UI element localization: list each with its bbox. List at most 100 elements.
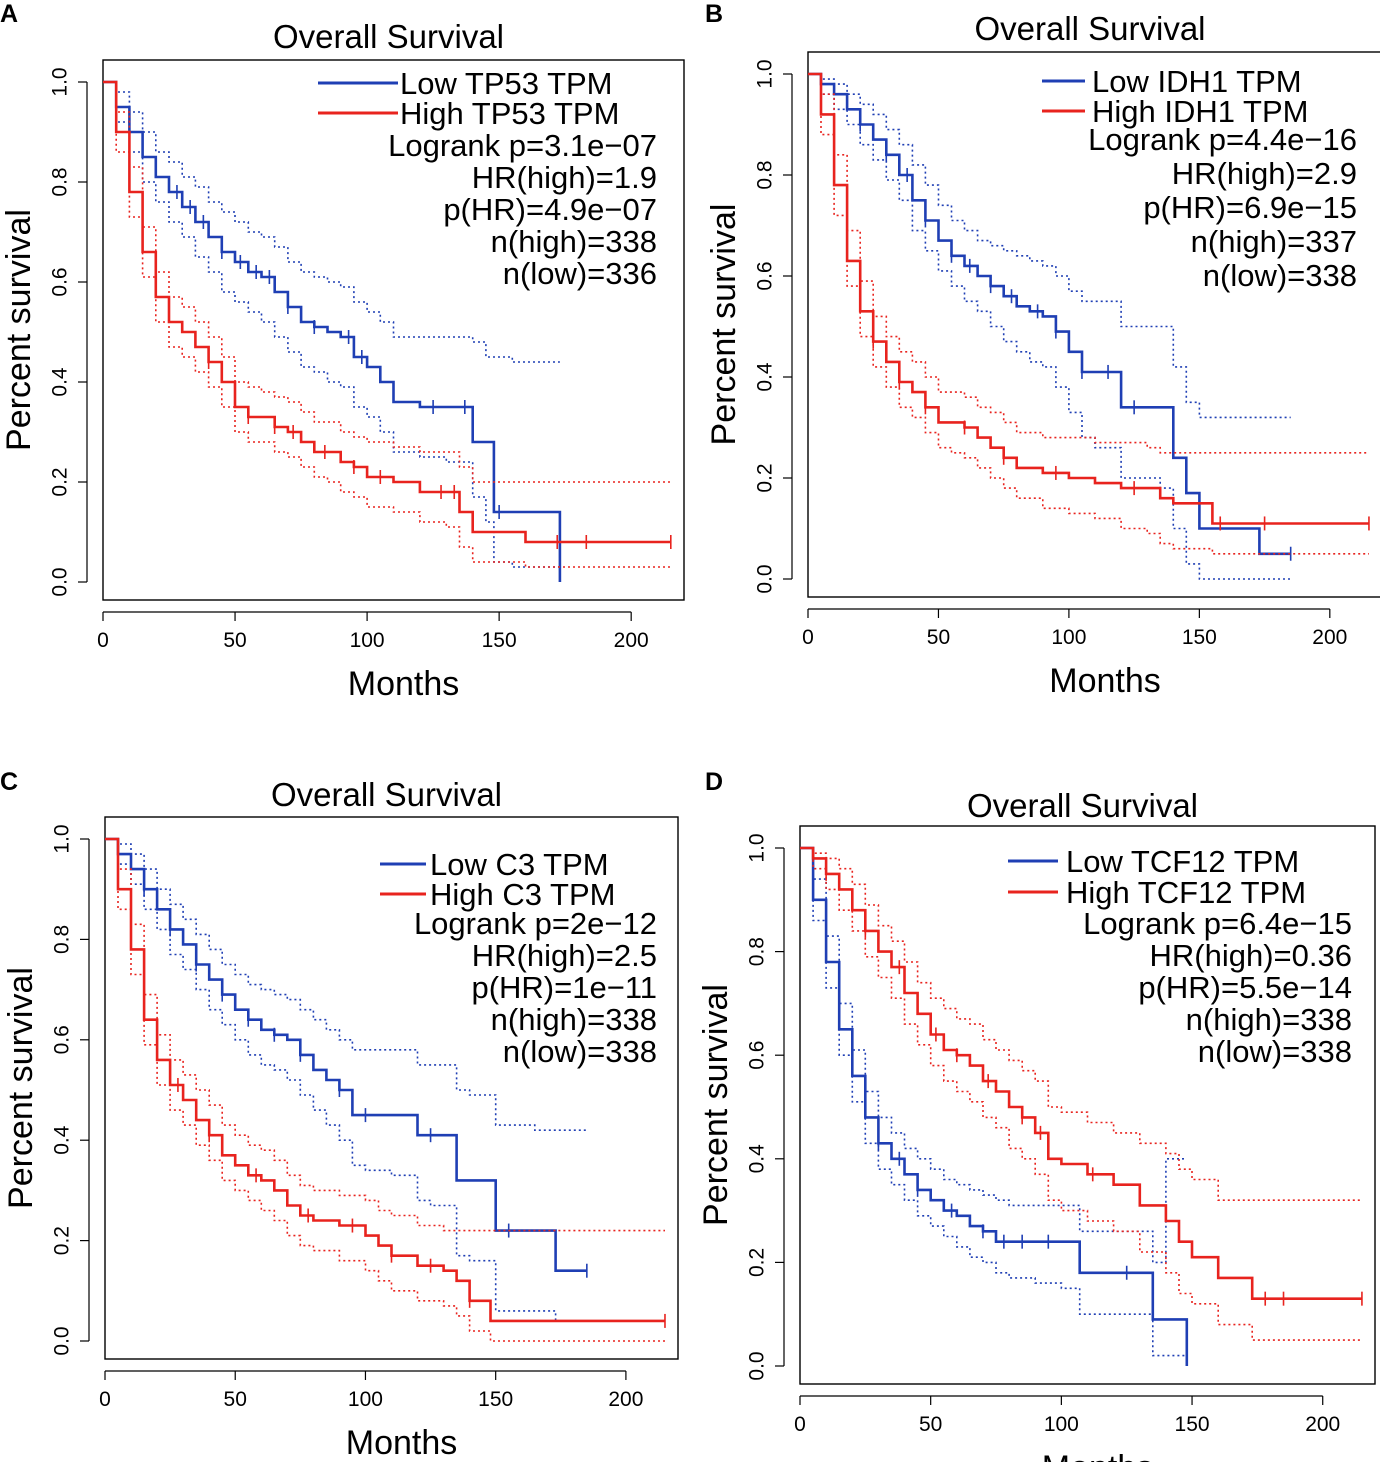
plot-frame	[799, 825, 1376, 1385]
stat-line: HR(high)=2.5	[472, 938, 657, 973]
y-axis-title: Percent survival	[705, 204, 743, 446]
series-low	[800, 846, 1189, 1366]
chart-title: Overall Survival	[273, 18, 504, 55]
x-tick-label: 50	[224, 1388, 247, 1411]
stats-annotation: Logrank p=6.4e−15HR(high)=0.36p(HR)=5.5e…	[1083, 906, 1352, 1069]
y-tick-label: 0.2	[51, 1226, 74, 1255]
stat-line: Logrank p=2e−12	[414, 906, 657, 941]
survival-curve	[808, 72, 1369, 525]
legend-label: High C3 TPM	[430, 877, 616, 912]
legend-label: Low C3 TPM	[430, 847, 609, 882]
x-tick-label: 50	[919, 1413, 942, 1436]
y-tick-label: 0.6	[754, 261, 777, 290]
x-tick-label: 0	[802, 626, 814, 649]
y-tick-label: 1.0	[754, 59, 777, 88]
y-tick-label: 0.8	[51, 925, 74, 954]
panel-a: A Overall Survival 0 50 100 150 200 Months 0.0 0.…	[0, 0, 685, 703]
plot-frame	[104, 816, 679, 1360]
x-tick-label: 0	[97, 629, 109, 652]
survival-curve	[105, 837, 665, 1323]
ci-lower-line	[800, 847, 1187, 1357]
y-tick-label: 0.0	[51, 1326, 74, 1355]
stat-line: n(high)=337	[1191, 224, 1357, 259]
y-tick-label: 0.4	[746, 1144, 769, 1174]
chart-title: Overall Survival	[271, 776, 502, 813]
ci-lower-line	[103, 81, 671, 568]
ci-upper-line	[105, 838, 587, 1131]
stat-line: HR(high)=0.36	[1150, 938, 1352, 973]
stat-line: n(low)=338	[1198, 1034, 1352, 1069]
plot-frame	[102, 59, 685, 601]
ci-upper-line	[800, 847, 1187, 1264]
x-tick-label: 50	[223, 629, 246, 652]
ci-lower-line	[808, 73, 1369, 555]
ci-lower-line	[800, 847, 1362, 1341]
y-tick-label: 0.4	[49, 367, 72, 397]
legend-label: Low TCF12 TPM	[1066, 844, 1299, 879]
survival-curve	[103, 80, 562, 582]
plot-frame	[807, 51, 1380, 598]
legend-label: High TCF12 TPM	[1066, 875, 1306, 910]
series-high	[800, 846, 1363, 1341]
y-tick-label: 0.4	[51, 1125, 74, 1155]
series-high	[103, 80, 672, 568]
stat-line: n(high)=338	[491, 224, 657, 259]
survival-curve	[105, 837, 587, 1272]
x-tick-label: 150	[478, 1388, 513, 1411]
y-tick-label: 0.6	[49, 267, 72, 296]
x-axis-title: Months	[1049, 662, 1161, 700]
stat-line: n(low)=338	[1203, 258, 1357, 293]
ci-lower-line	[808, 73, 1291, 580]
x-tick-label: 200	[608, 1388, 643, 1411]
stat-line: n(high)=338	[1186, 1002, 1352, 1037]
series-low	[105, 837, 588, 1322]
stat-line: n(low)=338	[503, 1034, 657, 1069]
x-tick-label: 200	[1312, 626, 1347, 649]
y-tick-label: 0.8	[746, 937, 769, 966]
series-high	[808, 72, 1370, 555]
chart-title: Overall Survival	[967, 787, 1198, 824]
panel-letter: C	[0, 768, 18, 796]
stat-line: p(HR)=6.9e−15	[1143, 190, 1357, 225]
x-axis-title: Months	[346, 1424, 458, 1462]
stat-line: n(low)=336	[503, 256, 657, 291]
y-tick-label: 0.2	[49, 467, 72, 496]
y-tick-label: 0.2	[746, 1248, 769, 1277]
x-tick-label: 150	[1175, 1413, 1210, 1436]
series-low	[808, 72, 1292, 580]
x-tick-label: 0	[99, 1388, 111, 1411]
stat-line: n(high)=338	[491, 1002, 657, 1037]
panel-letter: A	[0, 0, 18, 28]
stats-annotation: Logrank p=4.4e−16HR(high)=2.9p(HR)=6.9e−…	[1088, 122, 1357, 293]
x-tick-label: 50	[927, 626, 950, 649]
stat-line: p(HR)=5.5e−14	[1138, 970, 1352, 1005]
y-tick-label: 1.0	[746, 833, 769, 862]
stat-line: p(HR)=4.9e−07	[443, 192, 657, 227]
y-axis-title: Percent survival	[697, 984, 735, 1226]
stats-annotation: Logrank p=3.1e−07HR(high)=1.9p(HR)=4.9e−…	[388, 128, 657, 291]
x-tick-label: 100	[1044, 1413, 1079, 1436]
x-tick-label: 100	[348, 1388, 383, 1411]
panel-b: B Overall Survival 0 50 100 150 200 Months 0.0 0.…	[705, 0, 1380, 700]
y-tick-label: 0.6	[51, 1025, 74, 1054]
ci-upper-line	[800, 847, 1362, 1201]
legend-label: Low TP53 TPM	[400, 66, 613, 101]
stat-line: HR(high)=1.9	[472, 160, 657, 195]
legend-label: High IDH1 TPM	[1092, 94, 1309, 129]
chart-title: Overall Survival	[974, 10, 1205, 47]
ci-upper-line	[808, 73, 1291, 419]
x-tick-label: 100	[350, 629, 385, 652]
stat-line: Logrank p=4.4e−16	[1088, 122, 1357, 157]
stat-line: Logrank p=3.1e−07	[388, 128, 657, 163]
y-tick-label: 0.0	[746, 1351, 769, 1380]
ci-upper-line	[105, 838, 665, 1232]
panel-d: D Overall Survival 0 50 100 150 200 Months 0.0 0.…	[697, 768, 1376, 1462]
legend-label: Low IDH1 TPM	[1092, 64, 1302, 99]
survival-curve	[800, 846, 1189, 1366]
